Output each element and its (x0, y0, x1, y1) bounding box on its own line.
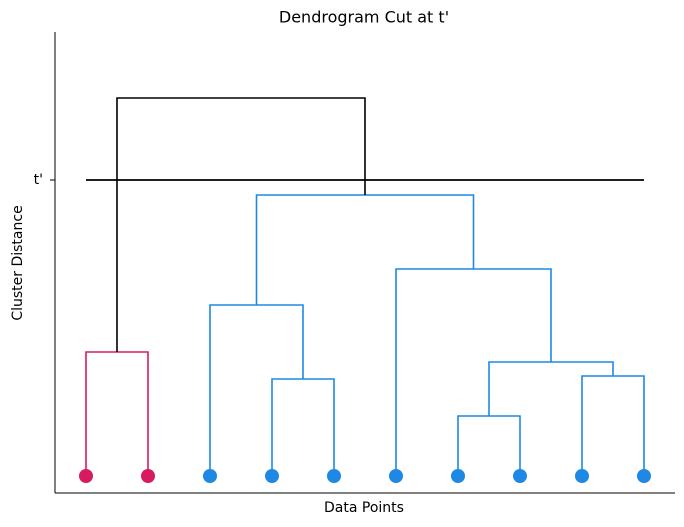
leaf (141, 469, 155, 483)
dendrogram-link (116, 97, 366, 352)
y-tick-label: t' (34, 172, 43, 188)
dendrogram-link (255, 194, 475, 305)
chart-title: Dendrogram Cut at t' (279, 8, 449, 27)
dendrogram-link (581, 375, 645, 476)
dendrogram-link (488, 361, 614, 416)
dendrogram-link (85, 351, 149, 476)
leaf (79, 469, 93, 483)
leaf (203, 469, 217, 483)
x-axis-label: Data Points (324, 500, 404, 516)
leaf (637, 469, 651, 483)
dendrogram-link (271, 378, 335, 476)
y-axis-label: Cluster Distance (10, 205, 26, 320)
dendrogram-link (395, 268, 552, 476)
leaf (265, 469, 279, 483)
dendrogram-link (457, 415, 521, 476)
leaf (451, 469, 465, 483)
leaf (389, 469, 403, 483)
leaf (513, 469, 527, 483)
dendrogram-link (209, 304, 304, 476)
leaf (327, 469, 341, 483)
leaf (575, 469, 589, 483)
